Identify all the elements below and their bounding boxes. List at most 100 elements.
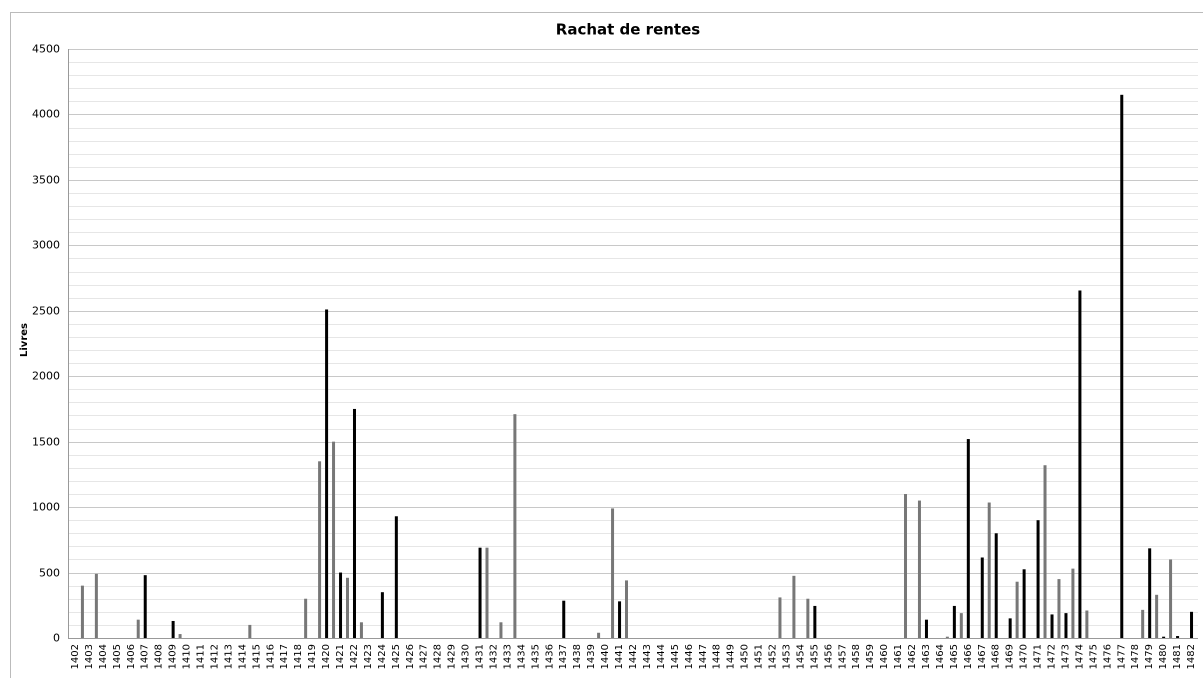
x-tick-label: 1472 (1047, 644, 1058, 669)
x-tick-label: 1405 (112, 644, 123, 669)
bar (1148, 548, 1152, 638)
x-tick-label: 1458 (851, 644, 862, 669)
x-tick-label: 1407 (140, 644, 151, 669)
bar (813, 605, 817, 638)
x-tick-label: 1408 (154, 644, 165, 669)
x-tick-label: 1416 (265, 644, 276, 669)
bar (380, 592, 384, 638)
x-tick-label: 1423 (363, 644, 374, 669)
x-tick-label: 1446 (684, 644, 695, 669)
y-tick-label: 1500 (32, 436, 60, 449)
bar (178, 634, 182, 638)
bar (778, 597, 782, 638)
x-tick-label: 1430 (461, 644, 472, 669)
x-tick-label: 1426 (405, 644, 416, 669)
x-tick-label: 1439 (586, 644, 597, 669)
y-axis-label: Livres (19, 323, 30, 357)
x-tick-label: 1434 (516, 644, 527, 669)
bar (1015, 581, 1019, 638)
bar (80, 585, 84, 638)
x-tick-label: 1447 (698, 644, 709, 669)
x-tick-label: 1424 (377, 644, 388, 669)
x-tick-label: 1442 (628, 644, 639, 669)
x-tick-label: 1433 (502, 644, 513, 669)
bar (1071, 568, 1075, 638)
x-tick-label: 1478 (1130, 644, 1141, 669)
x-tick-label: 1448 (712, 644, 723, 669)
bar (618, 601, 622, 638)
bar (792, 575, 796, 638)
bar (1078, 290, 1082, 638)
x-tick-label: 1425 (391, 644, 402, 669)
x-tick-label: 1460 (879, 644, 890, 669)
y-tick-label: 2000 (32, 370, 60, 383)
bar (562, 600, 566, 638)
x-tick-label: 1443 (642, 644, 653, 669)
x-tick-label: 1451 (754, 644, 765, 669)
bar (339, 572, 343, 638)
y-tick-label: 4000 (32, 108, 60, 121)
y-tick-label: 3500 (32, 174, 60, 187)
bar (1176, 636, 1180, 638)
x-tick-label: 1404 (98, 644, 109, 669)
x-tick-label: 1452 (768, 644, 779, 669)
x-tick-label: 1417 (279, 644, 290, 669)
x-tick-label: 1464 (935, 644, 946, 669)
x-tick-label: 1422 (349, 644, 360, 669)
x-tick-label: 1473 (1060, 644, 1071, 669)
bar (499, 622, 503, 638)
x-tick-label: 1453 (781, 644, 792, 669)
x-tick-label: 1438 (572, 644, 583, 669)
x-tick-label: 1469 (1005, 644, 1016, 669)
x-tick-label: 1441 (614, 644, 625, 669)
x-tick-label: 1419 (307, 644, 318, 669)
y-tick-label: 1000 (32, 501, 60, 514)
bar (924, 619, 928, 638)
y-tick-label: 3000 (32, 239, 60, 252)
x-tick-label: 1465 (949, 644, 960, 669)
x-tick-label: 1432 (488, 644, 499, 669)
bar (1057, 579, 1061, 638)
chart-title: Rachat de rentes (556, 21, 700, 39)
x-tick-label: 1463 (921, 644, 932, 669)
bar (994, 533, 998, 638)
x-tick-label: 1411 (196, 644, 207, 669)
bar (318, 461, 322, 638)
x-tick-label: 1461 (893, 644, 904, 669)
x-tick-label: 1445 (670, 644, 681, 669)
y-tick-label: 4500 (32, 43, 60, 56)
x-tick-label: 1418 (293, 644, 304, 669)
x-tick-label: 1456 (823, 644, 834, 669)
bar (625, 580, 628, 638)
bar (485, 547, 489, 638)
bar (345, 577, 349, 638)
bar (325, 309, 329, 638)
x-tick-label: 1467 (977, 644, 988, 669)
x-tick-label: 1480 (1158, 644, 1169, 669)
bar (513, 414, 517, 638)
bar (945, 636, 949, 638)
bar (597, 632, 601, 638)
x-tick-label: 1409 (168, 644, 179, 669)
x-tick-label: 1474 (1074, 644, 1085, 669)
x-tick-label: 1437 (558, 644, 569, 669)
bar (478, 547, 482, 638)
bar (980, 557, 984, 638)
bar (171, 620, 175, 638)
x-tick-label: 1477 (1116, 644, 1127, 669)
x-tick-label: 1482 (1186, 644, 1197, 669)
bar (1141, 609, 1145, 638)
y-tick-label: 2500 (32, 305, 60, 318)
bar (332, 441, 336, 638)
x-tick-label: 1429 (447, 644, 458, 669)
x-tick-label: 1466 (963, 644, 974, 669)
bar (1169, 559, 1173, 638)
x-tick-label: 1468 (991, 644, 1002, 669)
x-tick-label: 1449 (726, 644, 737, 669)
bar (1050, 614, 1054, 638)
x-tick-label: 1454 (795, 644, 806, 669)
x-tick-label: 1450 (740, 644, 751, 669)
x-tick-label: 1412 (209, 644, 220, 669)
bar (94, 573, 98, 638)
